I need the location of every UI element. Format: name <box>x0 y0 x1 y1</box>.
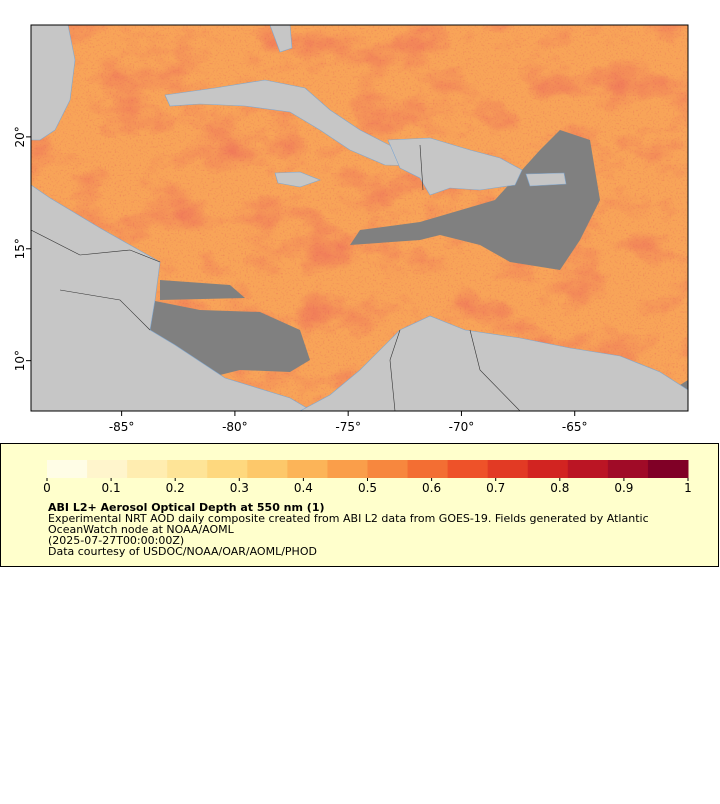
colorbar-tick-label: 0.2 <box>166 481 185 495</box>
x-tick-label: -70° <box>449 420 475 434</box>
colorbar-tick-label: 0.8 <box>550 481 569 495</box>
y-tick-label: 10° <box>13 350 27 371</box>
colorbar-cell <box>47 460 88 478</box>
colorbar-cell <box>607 460 649 478</box>
colorbar-tick-label: 0.6 <box>422 481 441 495</box>
x-tick-label: -75° <box>335 420 361 434</box>
x-tick-label: -65° <box>562 420 588 434</box>
colorbar-tick-label: 0 <box>43 481 51 495</box>
legend: 0 0.1 0.2 0.3 0.4 0.5 0.6 0.7 0.8 0.9 1 ABI L2+ Ae… <box>0 443 719 567</box>
map-frame <box>30 24 689 412</box>
colorbar-cell <box>247 460 288 478</box>
legend-line: (2025-07-27T00:00:00Z) <box>48 534 184 547</box>
legend-line: Data courtesy of USDOC/NOAA/OAR/AOML/PHO… <box>48 545 317 558</box>
colorbar-cell <box>407 460 449 478</box>
axes: -85° -80° -75° -70° -65° 10° 15° 20° <box>13 126 588 434</box>
colorbar-cell <box>647 460 689 478</box>
colorbar-cell <box>167 460 208 478</box>
colorbar-tick-label: 0.7 <box>486 481 505 495</box>
legend-line: OceanWatch node at NOAA/AOML <box>48 523 235 536</box>
colorbar-cell <box>327 460 368 478</box>
colorbar-cell <box>127 460 168 478</box>
y-tick-label: 15° <box>13 238 27 259</box>
colorbar-cell <box>447 460 489 478</box>
colorbar-tick-label: 0.5 <box>358 481 377 495</box>
map-area <box>31 25 688 411</box>
colorbar-tick-label: 0.1 <box>102 481 121 495</box>
colorbar-cell <box>207 460 248 478</box>
x-tick-label: -80° <box>222 420 248 434</box>
colorbar-tick-label: 1 <box>684 481 692 495</box>
colorbar-cell <box>527 460 569 478</box>
legend-title: ABI L2+ Aerosol Optical Depth at 550 nm … <box>48 501 325 514</box>
borders <box>31 144 521 411</box>
colorbar-cell <box>567 460 609 478</box>
y-tick-label: 20° <box>13 126 27 147</box>
colorbar-tick-label: 0.4 <box>294 481 313 495</box>
land <box>31 25 688 411</box>
colorbar-cell <box>367 460 409 478</box>
colorbar-cell <box>487 460 529 478</box>
legend-line: Experimental NRT AOD daily composite cre… <box>48 512 649 525</box>
colorbar-cell <box>287 460 328 478</box>
colorbar-tick-label: 0.3 <box>230 481 249 495</box>
colorbar: 0 0.1 0.2 0.3 0.4 0.5 0.6 0.7 0.8 0.9 1 <box>43 460 692 495</box>
colorbar-cell <box>87 460 128 478</box>
x-tick-label: -85° <box>109 420 135 434</box>
colorbar-tick-label: 0.9 <box>614 481 633 495</box>
